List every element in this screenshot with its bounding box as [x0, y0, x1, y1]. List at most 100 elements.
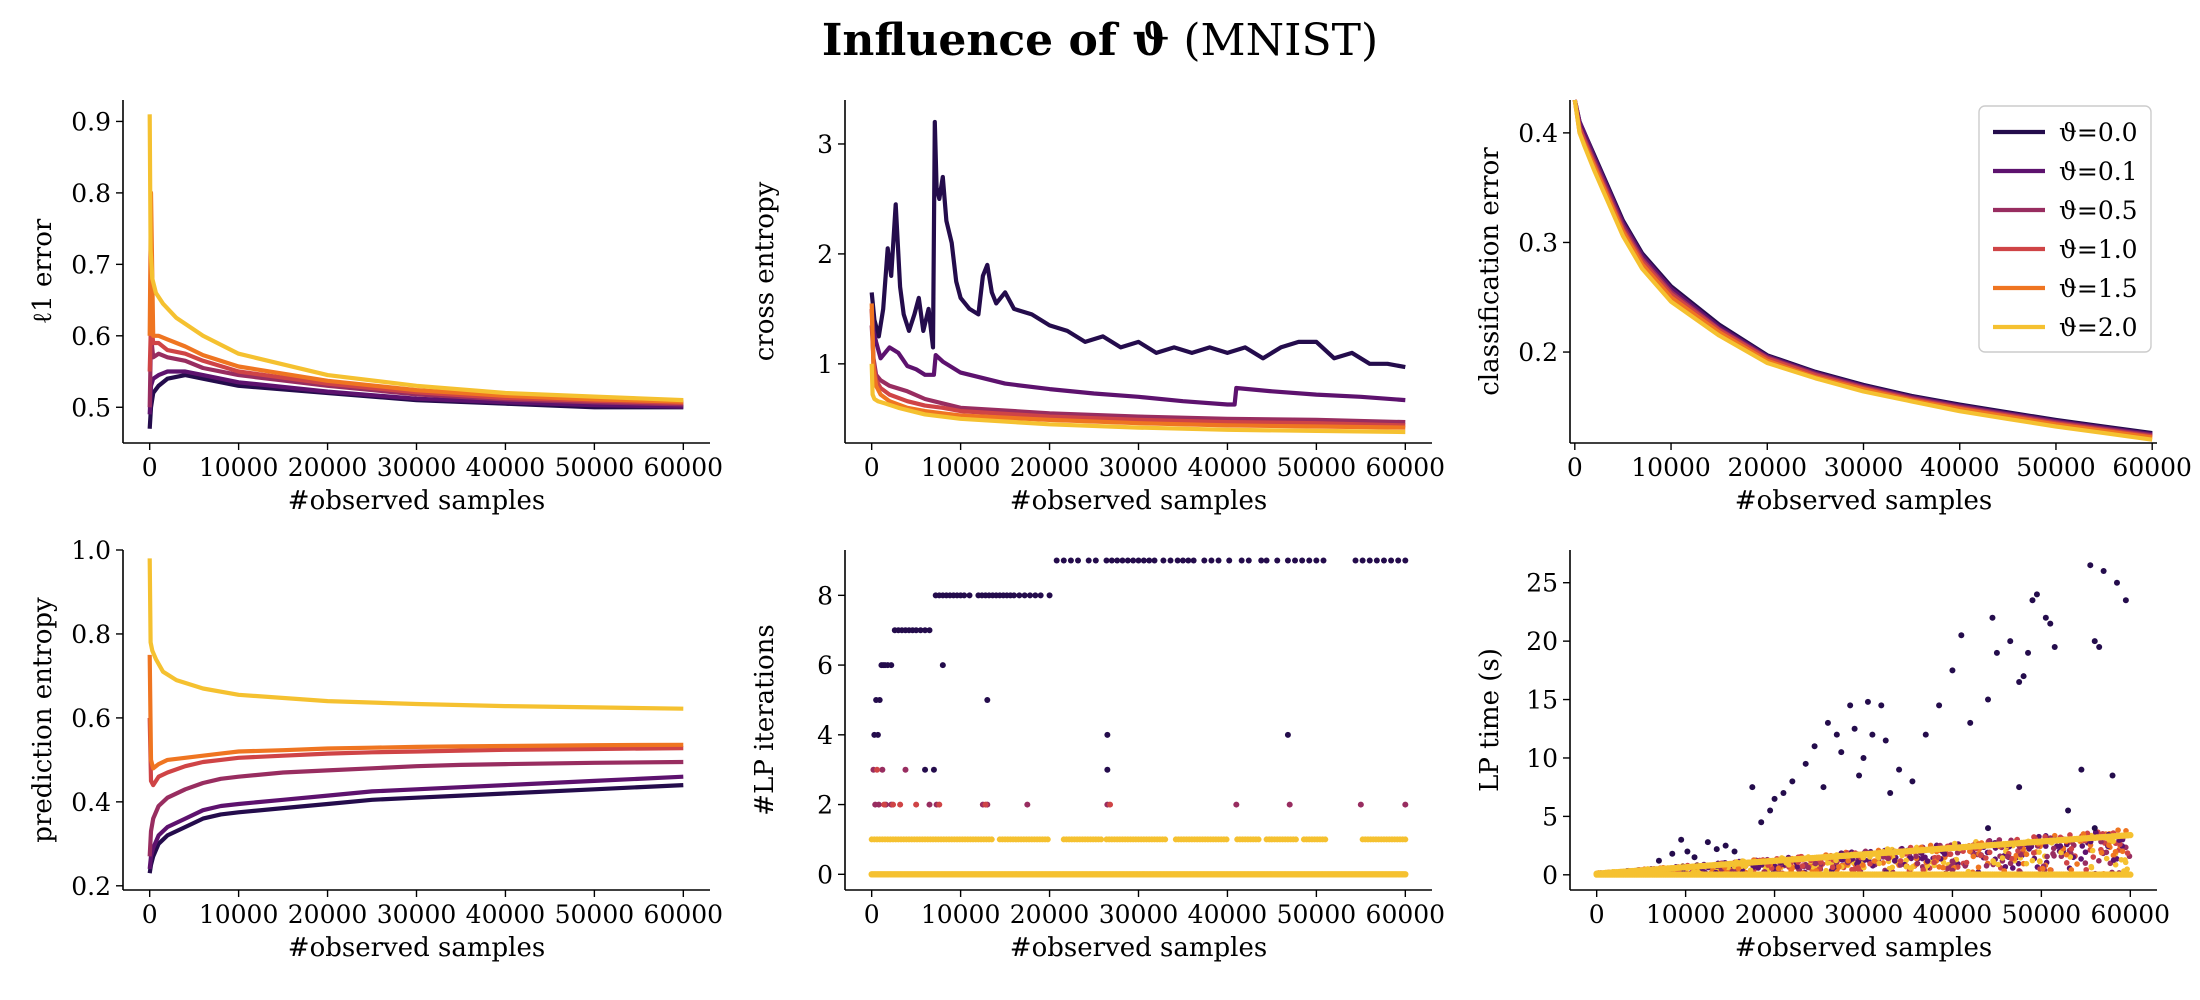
scatter-point	[2029, 597, 2036, 604]
scatter-point	[879, 766, 886, 773]
scatter-point	[2098, 849, 2105, 856]
scatter-point	[890, 801, 897, 808]
scatter-point	[1021, 592, 1028, 599]
y-tick-label: 0	[817, 860, 833, 889]
scatter-point	[1995, 861, 2001, 868]
scatter-point	[1867, 861, 1873, 867]
scatter-point	[2096, 643, 2103, 650]
x-tick-label: 30000	[377, 453, 457, 482]
figure-title-bold: Influence of ϑ	[822, 15, 1170, 66]
scatter-point	[1860, 862, 1866, 868]
x-axis-label: #observed samples	[288, 933, 545, 963]
point-iter-1	[1223, 836, 1230, 843]
scatter-point	[1146, 557, 1153, 564]
x-tick-label: 30000	[1824, 900, 1904, 929]
x-axis-label: #observed samples	[1735, 933, 1992, 963]
scatter-point	[1999, 855, 2006, 861]
x-axis-label: #observed samples	[1010, 486, 1267, 516]
scatter-point	[2020, 673, 2027, 680]
series-line-ce-0.0	[869, 119, 1406, 370]
y-axis-label: prediction entropy	[28, 597, 58, 843]
series-line-l1-0.1	[147, 369, 684, 415]
point-iter-1	[1098, 836, 1105, 843]
x-tick-label: 10000	[1631, 453, 1711, 482]
scatter-point	[2023, 851, 2030, 858]
scatter-point	[2096, 858, 2102, 864]
scatter-edge	[1593, 831, 2134, 878]
y-tick-label: 6	[817, 651, 833, 680]
scatter-point	[2057, 843, 2064, 849]
scatter-point	[1885, 855, 1892, 862]
scatter-point	[1085, 557, 1092, 564]
scatter-point	[876, 696, 883, 703]
x-tick-label: 50000	[2016, 453, 2096, 482]
scatter-series-0.5	[870, 766, 1409, 808]
y-tick-label: 0.4	[1518, 119, 1558, 148]
scatter-point	[1845, 857, 1852, 864]
legend-frame	[1978, 105, 2152, 353]
scatter-point	[2023, 860, 2030, 867]
scatter-point	[1940, 864, 1946, 871]
scatter-point	[966, 592, 973, 599]
scatter-point	[1075, 557, 1082, 564]
scatter-point	[2025, 649, 2032, 656]
subplot-pe: 0 10000 20000 30000 40000 50000 60000 0.2 0.4 0.6…	[28, 536, 723, 963]
scatter-point	[939, 662, 946, 669]
x-tick-label: 20000	[288, 900, 368, 929]
scatter-point	[2119, 848, 2126, 855]
scatter-point	[1366, 557, 1373, 564]
x-tick-label: 40000	[1188, 453, 1268, 482]
scatter-point	[1238, 557, 1245, 564]
scatter-point	[1991, 859, 1997, 866]
point-iter-1	[1402, 836, 1409, 843]
scatter-point	[1067, 557, 1074, 564]
scatter-point	[2068, 845, 2075, 852]
scatter-point	[1755, 865, 1762, 871]
scatter-point	[926, 627, 933, 634]
scatter-point	[1010, 592, 1017, 599]
scatter-point	[1179, 557, 1186, 564]
subplots-grid: 0 10000 20000 30000 40000 50000 600000.50.60.7…	[28, 99, 2192, 963]
scatter-point	[2118, 857, 2125, 863]
scatter-point	[2082, 849, 2089, 856]
scatter-point	[1655, 857, 1662, 864]
scatter-point	[2063, 851, 2070, 858]
scatter-point	[1749, 784, 1756, 791]
scatter-point	[2050, 850, 2056, 857]
x-tick-label: 50000	[1277, 453, 1357, 482]
legend-label: ϑ=1.0	[2059, 235, 2138, 264]
scatter-point	[1970, 853, 1977, 860]
scatter-point	[2015, 860, 2022, 867]
scatter-point	[1124, 557, 1131, 564]
scatter-point	[2051, 643, 2058, 650]
scatter-point	[2033, 591, 2040, 598]
scatter-point	[1046, 592, 1053, 599]
scatter-point	[2065, 807, 2072, 814]
point-iter-1	[988, 836, 995, 843]
scatter-point	[2091, 825, 2098, 832]
x-axis-label: #observed samples	[1010, 933, 1267, 963]
scatter-point	[875, 801, 882, 808]
scatter-point	[1924, 858, 1931, 864]
x-tick-label: 40000	[1920, 453, 2000, 482]
scatter-point	[2068, 867, 2075, 873]
scatter-point	[1983, 862, 1990, 869]
scatter-point	[1812, 860, 1819, 867]
scatter-point	[1909, 778, 1916, 785]
scatter-point	[1856, 772, 1863, 779]
y-tick-label: 0.9	[71, 107, 111, 136]
series-line-l1-1.5	[147, 190, 684, 404]
scatter-point	[2113, 579, 2120, 586]
legend-label: ϑ=0.5	[2059, 196, 2138, 225]
series-line-l1-1.0	[147, 319, 684, 406]
scatter-point	[1104, 766, 1111, 773]
y-axis-label: cross entropy	[750, 181, 780, 361]
scatter-point	[2127, 871, 2134, 878]
scatter-point	[1731, 848, 1738, 855]
scatter-point	[1869, 731, 1876, 738]
series-line-cls-2.0	[1572, 99, 2153, 442]
scatter-point	[1208, 557, 1215, 564]
scatter-point	[1258, 557, 1265, 564]
y-tick-label: 0.8	[71, 179, 111, 208]
scatter-point	[1847, 702, 1854, 709]
